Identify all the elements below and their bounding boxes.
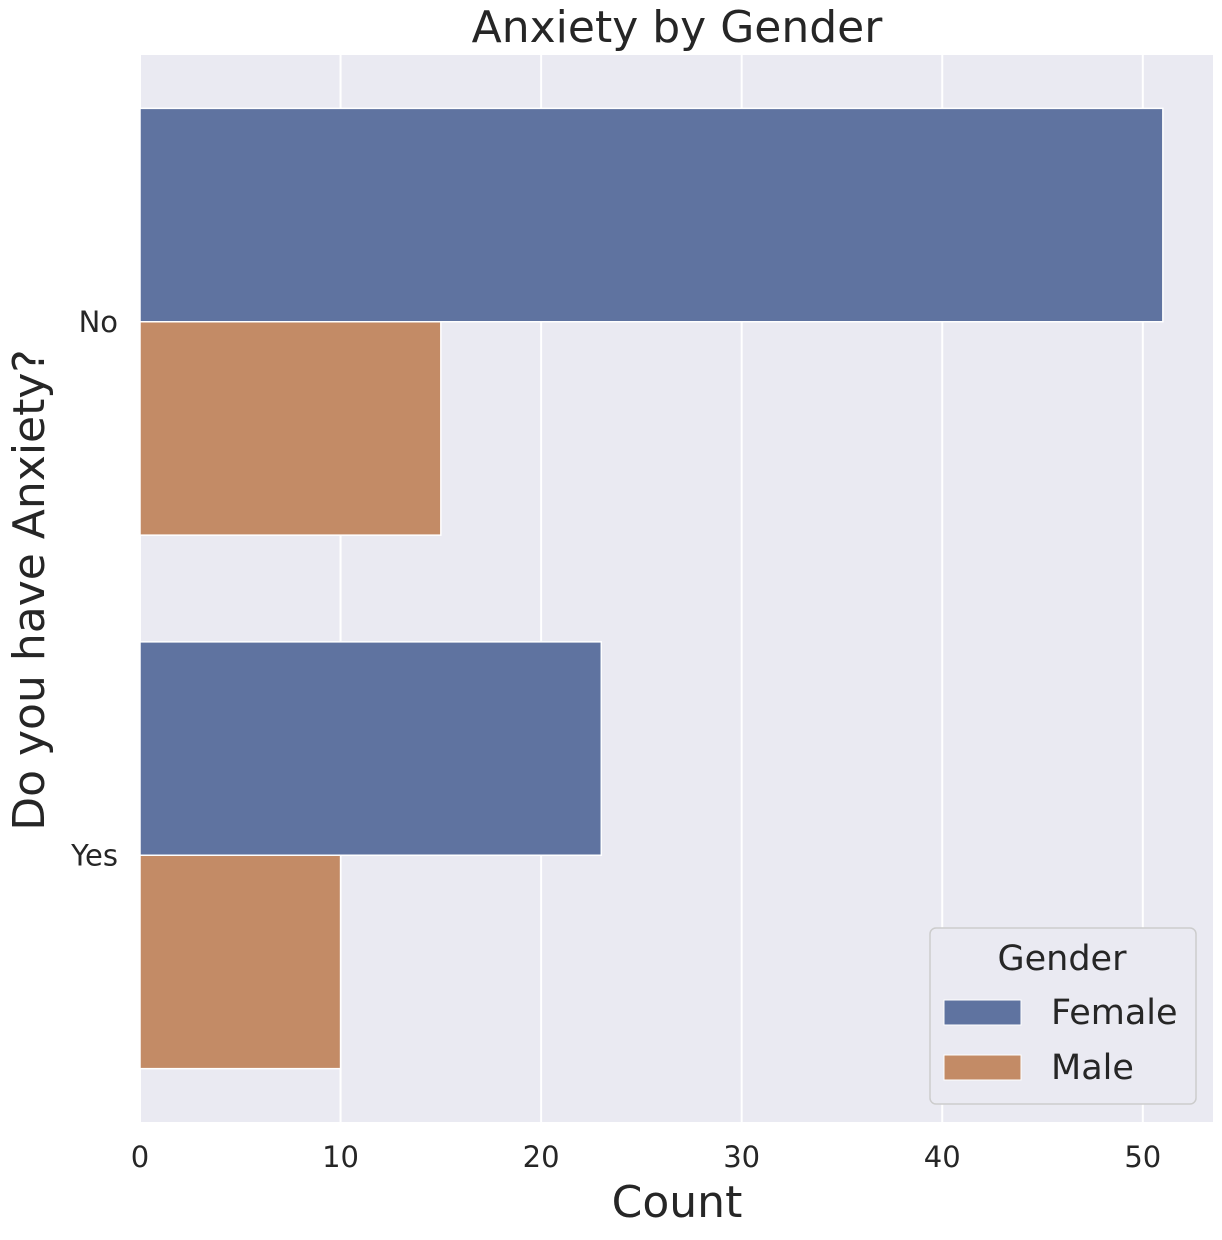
bar-female-no	[139, 107, 1164, 323]
bar-male-yes	[139, 854, 342, 1070]
x-tick-label: 30	[723, 1140, 760, 1174]
legend-title: Gender	[998, 939, 1128, 979]
x-tick-label: 50	[1124, 1140, 1161, 1174]
legend-label-female: Female	[1051, 993, 1178, 1033]
y-tick-label: Yes	[70, 838, 118, 872]
x-axis-label: Count	[612, 1177, 743, 1228]
legend-swatch-male	[943, 1054, 1022, 1081]
bar-male-no	[139, 321, 442, 536]
legend-label-male: Male	[1051, 1048, 1134, 1088]
chart-title: Anxiety by Gender	[472, 2, 884, 53]
bars	[139, 107, 1164, 1070]
x-tick-label: 20	[523, 1140, 560, 1174]
legend-swatch-female	[943, 999, 1022, 1026]
y-tick-label: No	[79, 305, 118, 339]
legend: Gender Female Male	[929, 927, 1197, 1105]
y-axis-label: Do you have Anxiety?	[4, 349, 55, 831]
x-tick-label: 40	[924, 1140, 961, 1174]
x-tick-label: 10	[322, 1140, 359, 1174]
y-axis-ticks: No Yes	[70, 305, 118, 873]
x-axis-ticks: 0 10 20 30 40 50	[131, 1140, 1161, 1174]
bar-female-yes	[139, 641, 603, 856]
x-tick-label: 0	[131, 1140, 149, 1174]
